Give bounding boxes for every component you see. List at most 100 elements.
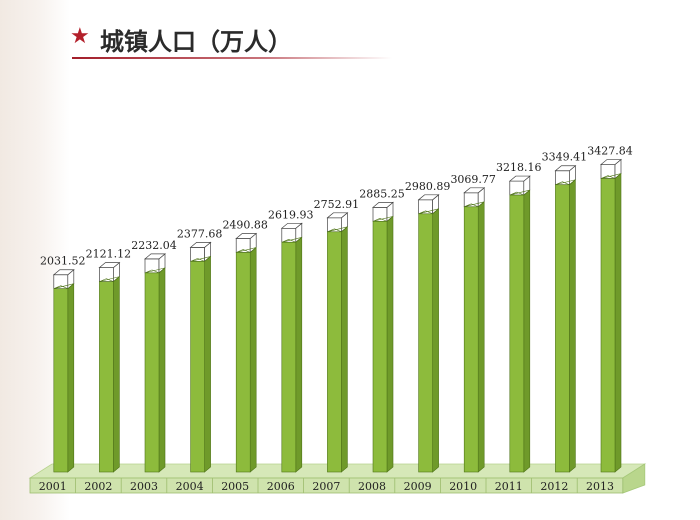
x-tick-label: 2009 [404,480,432,493]
value-label: 3427.84 [587,145,633,158]
bar-front [327,231,342,473]
bar-front [99,281,114,473]
x-tick-label: 2004 [176,480,204,493]
page-title: 城镇人口（万人） [100,28,292,56]
bar-cap-top [235,233,258,239]
bar-2006 [280,222,303,473]
x-axis-band [28,463,647,494]
value-label: 2885.25 [359,187,405,200]
x-tick-label: 2002 [84,480,112,493]
bar-cap-front [235,238,251,253]
bar-side [67,283,75,473]
x-tick-label: 2011 [495,480,523,493]
bar-cap-top [326,212,349,219]
star-icon: ★ [70,24,90,49]
value-label: 2752.91 [314,198,360,211]
bar-side [432,208,439,473]
value-label: 3218.16 [496,161,542,174]
bar-2011 [508,175,531,473]
x-tick-label: 2001 [39,480,67,493]
bar-front [235,252,251,473]
bar-cap-front [509,180,525,196]
bar-cap-top [144,253,166,260]
bar-front [555,184,570,473]
bar-front [418,213,433,473]
bar-2007 [326,212,349,473]
bar-series [52,158,622,473]
bar-cap-front [144,258,160,274]
bar-cap-front [190,247,205,262]
bar-2013 [600,158,622,473]
x-tick-label: 2005 [221,480,249,493]
bar-cap-front [53,274,69,290]
x-tick-label: 2003 [130,480,158,493]
bar-side [477,201,485,473]
bar-side [204,255,211,473]
bar-cap-top [463,187,486,194]
x-tick-label: 2012 [540,480,568,493]
bar-cap-top [554,165,577,172]
value-labels: 2031.522121.122232.042377.682490.882619.… [40,145,633,268]
bar-cap-top [52,269,75,276]
bar-cap-top [417,194,440,201]
value-label: 2377.68 [177,227,223,240]
bar-cap-top [280,222,303,229]
bar-2005 [235,232,258,473]
bar-side [249,246,257,473]
value-label: 2232.04 [131,239,177,252]
bar-cap-top [600,159,622,165]
bar-side [386,215,394,473]
bar-2012 [554,164,577,473]
bar-side [158,267,166,473]
x-tick-labels: 2001 2002 2003 2004 2005 2006 2007 2008 2009 2010… [39,480,614,493]
x-tick-label: 2006 [267,480,295,493]
bar-cap-top [189,242,212,248]
value-label: 2619.93 [268,208,314,221]
bar-front [372,221,388,473]
bar-cap-front [372,207,388,222]
value-label: 3349.41 [542,151,588,164]
bar-2002 [98,261,121,473]
bar-side [614,172,622,473]
title-underline [72,57,392,59]
value-label: 3069.77 [450,173,496,186]
x-tick-label: 2007 [312,480,340,493]
bar-cap-top [98,262,121,268]
bar-2004 [189,241,212,473]
bar-2009 [417,194,440,473]
bar-front [463,206,479,473]
bar-cap-front [463,192,479,208]
x-tick-label: 2010 [449,480,477,493]
bar-side [523,189,531,473]
bar-cap-front [555,170,570,186]
bar-side [569,179,576,473]
bar-front [509,194,525,473]
bar-cap-top [372,202,394,208]
bar-side [113,276,120,473]
bar-front [53,288,69,473]
bar-cap-top [508,175,531,182]
bar-cap-front [281,227,297,243]
bar-front [281,241,297,473]
page-header: ★ 城镇人口（万人） [70,20,400,60]
bar-cap-front [327,217,342,233]
bar-cap-front [99,267,114,282]
tick-row [29,477,624,494]
bar-side [295,236,303,473]
bar-front [190,261,205,473]
bar-2001 [52,268,75,473]
x-tick-label: 2008 [358,480,386,493]
value-label: 2031.52 [40,255,86,268]
bar-front [144,272,160,473]
bar-2008 [372,201,394,473]
x-tick-label: 2013 [586,480,614,493]
value-label: 2490.88 [222,218,268,231]
value-label: 2121.12 [86,248,132,261]
bar-side [341,226,348,473]
bar-front [600,178,616,473]
bar-cap-front [418,199,433,215]
bar-cap-front [600,164,616,179]
value-label: 2980.89 [405,180,451,193]
bar-2010 [463,187,486,473]
